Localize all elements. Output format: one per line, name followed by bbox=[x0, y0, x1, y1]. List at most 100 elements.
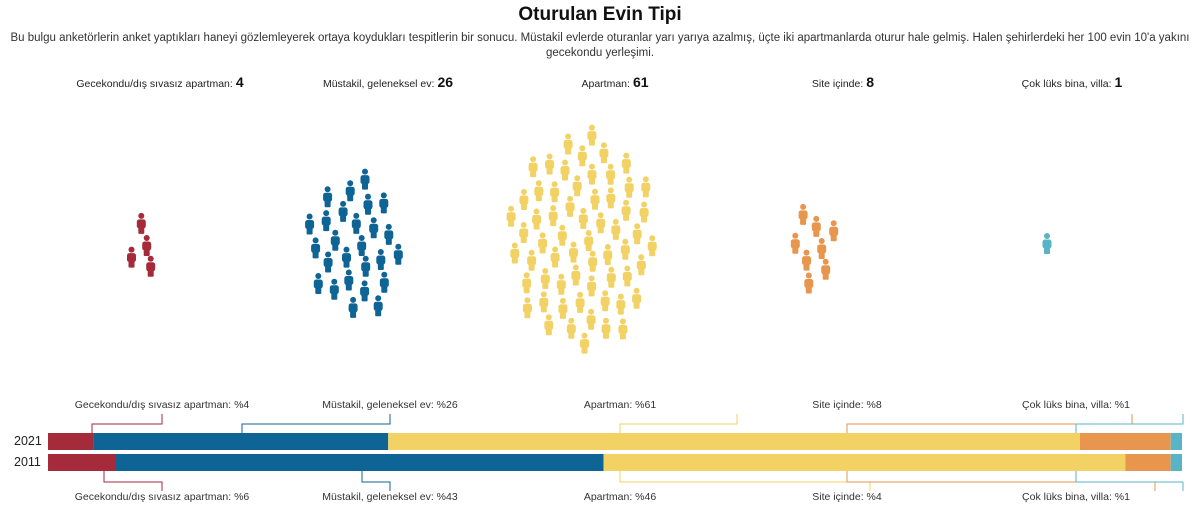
count-label-site: Site içinde: 8 bbox=[812, 74, 874, 90]
count-name: Gecekondu/dış sıvasız apartman: bbox=[76, 78, 233, 90]
person-icon bbox=[606, 266, 616, 288]
bar-segment bbox=[603, 454, 1126, 471]
leader-line bbox=[103, 471, 163, 491]
person-icon bbox=[556, 273, 566, 295]
person-icon bbox=[588, 250, 598, 272]
leader-line bbox=[619, 471, 871, 491]
stacked-bars bbox=[48, 433, 1182, 471]
bar-label-2011-mustakil: Müstakil, geleneksel ev: %43 bbox=[322, 491, 458, 503]
person-icon bbox=[611, 218, 621, 240]
person-icon bbox=[522, 297, 532, 319]
person-icon bbox=[599, 142, 609, 164]
person-icon bbox=[622, 265, 632, 287]
person-icon bbox=[606, 187, 616, 209]
person-icon bbox=[510, 242, 520, 264]
person-icon bbox=[601, 317, 611, 339]
count-value: 1 bbox=[1114, 74, 1123, 90]
person-icon bbox=[534, 180, 544, 202]
person-icon bbox=[571, 264, 581, 286]
person-icon bbox=[587, 124, 597, 146]
person-icon bbox=[616, 293, 626, 315]
count-name: Müstakil, geleneksel ev: bbox=[322, 78, 435, 90]
person-icon bbox=[569, 241, 578, 263]
person-icon bbox=[379, 271, 389, 293]
leader-line bbox=[241, 414, 391, 433]
bar-label-2021-villa: Çok lüks bina, villa: %1 bbox=[1022, 399, 1130, 411]
pictogram-group bbox=[1042, 233, 1052, 254]
count-name: Çok lüks bina, villa: bbox=[1021, 78, 1112, 90]
person-icon bbox=[519, 189, 529, 210]
person-icon bbox=[817, 238, 827, 259]
person-icon bbox=[538, 232, 548, 254]
person-icon bbox=[790, 232, 800, 254]
count-label-gecekondu: Gecekondu/dış sıvasız apartman: 4 bbox=[76, 74, 243, 90]
year-label-2011: 2011 bbox=[14, 455, 41, 469]
bar-segment bbox=[1079, 433, 1171, 450]
bar-segment bbox=[48, 454, 116, 471]
person-icon bbox=[811, 215, 821, 237]
bar-segment bbox=[388, 433, 1080, 450]
person-icon bbox=[577, 145, 587, 167]
person-icon bbox=[621, 152, 631, 174]
person-icon bbox=[345, 180, 355, 202]
person-icon bbox=[539, 291, 549, 313]
person-icon bbox=[323, 251, 333, 273]
person-icon bbox=[621, 199, 631, 221]
person-icon bbox=[550, 181, 560, 203]
person-icon bbox=[373, 295, 383, 317]
person-icon bbox=[584, 230, 594, 251]
person-icon bbox=[636, 254, 646, 276]
person-icon bbox=[351, 212, 361, 234]
person-icon bbox=[360, 280, 370, 302]
count-label-villa: Çok lüks bina, villa: 1 bbox=[1022, 74, 1123, 90]
person-icon bbox=[545, 153, 555, 175]
person-icon bbox=[305, 213, 315, 235]
person-icon bbox=[540, 268, 550, 289]
bar-segment bbox=[48, 433, 94, 450]
person-icon bbox=[329, 278, 339, 300]
person-icon bbox=[379, 192, 389, 214]
person-icon bbox=[330, 229, 340, 251]
person-icon bbox=[632, 287, 642, 309]
person-icon bbox=[342, 246, 351, 268]
person-icon bbox=[587, 275, 597, 297]
person-icon bbox=[548, 205, 558, 227]
person-icon bbox=[344, 269, 354, 291]
person-icon bbox=[560, 159, 570, 181]
bar-label-2021-gecekondu: Gecekondu/dış sıvasız apartman: %4 bbox=[74, 399, 250, 411]
leader-line bbox=[846, 414, 1133, 433]
person-icon bbox=[544, 314, 554, 336]
person-icon bbox=[127, 246, 136, 268]
person-icon bbox=[580, 332, 589, 354]
person-icon bbox=[313, 273, 323, 294]
person-icon bbox=[550, 246, 560, 268]
bar-label-2021-site: Site içinde: %8 bbox=[812, 399, 882, 411]
person-icon bbox=[606, 163, 616, 185]
person-icon bbox=[572, 175, 582, 197]
person-icon bbox=[1042, 233, 1052, 254]
person-icon bbox=[369, 217, 379, 239]
person-icon bbox=[363, 193, 373, 215]
person-icon bbox=[506, 205, 516, 227]
chart-subtitle: Bu bulgu anketörlerin anket yaptıkları h… bbox=[10, 32, 1190, 59]
person-icon bbox=[632, 223, 642, 245]
person-icon bbox=[376, 249, 386, 270]
person-icon bbox=[528, 156, 538, 178]
person-icon bbox=[566, 317, 576, 339]
person-icon bbox=[620, 238, 630, 260]
person-icon bbox=[821, 258, 831, 280]
leader-line bbox=[846, 471, 1156, 491]
person-icon bbox=[563, 133, 573, 155]
bar-segment bbox=[1170, 454, 1182, 471]
person-icon bbox=[522, 272, 532, 294]
person-icon bbox=[384, 223, 394, 245]
person-icon bbox=[639, 201, 649, 223]
person-icon bbox=[136, 212, 146, 234]
bar-label-2011-villa: Çok lüks bina, villa: %1 bbox=[1022, 491, 1130, 503]
person-icon bbox=[603, 244, 613, 265]
bar-segment bbox=[1170, 433, 1182, 450]
person-icon bbox=[647, 235, 657, 257]
person-icon bbox=[357, 235, 367, 256]
bar-label-2011-site: Site içinde: %4 bbox=[812, 491, 882, 503]
